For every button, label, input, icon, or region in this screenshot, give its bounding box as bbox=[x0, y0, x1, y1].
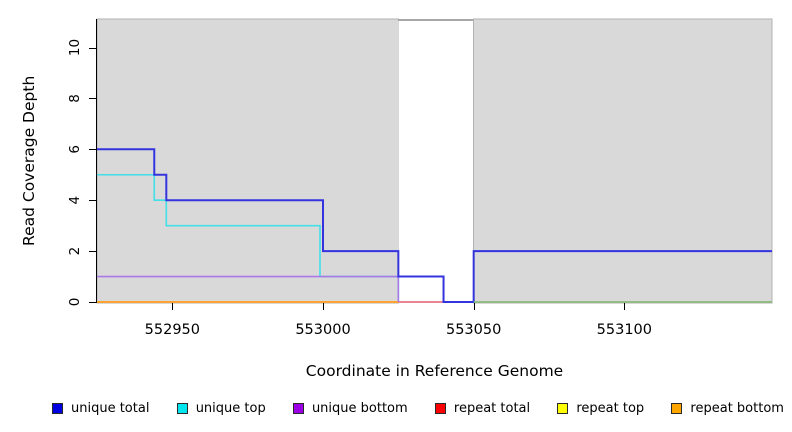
legend-label: unique top bbox=[195, 400, 266, 416]
x-tick-label: 553050 bbox=[446, 322, 501, 338]
legend-swatch-repeat-bottom bbox=[671, 402, 683, 414]
x-axis-title: Coordinate in Reference Genome bbox=[305, 362, 564, 380]
legend-item-repeat-top: repeat top bbox=[557, 401, 644, 416]
legend-item-unique-top: unique top bbox=[176, 400, 266, 416]
y-tick-label: 10 bbox=[67, 39, 83, 56]
x-tick-label: 552950 bbox=[145, 322, 200, 338]
y-tick-label: 2 bbox=[67, 247, 83, 256]
y-tick-label: 8 bbox=[67, 94, 83, 103]
legend-swatch-unique-top bbox=[176, 402, 188, 414]
legend: unique total unique top unique bottom repea… bbox=[52, 397, 784, 419]
legend-item-repeat-bottom: repeat bottom bbox=[671, 401, 784, 416]
legend-label: repeat top bbox=[576, 400, 645, 416]
gap-region bbox=[398, 19, 474, 303]
x-tick-label: 553000 bbox=[295, 322, 350, 338]
y-tick-label: 6 bbox=[67, 145, 83, 154]
legend-swatch-repeat-top bbox=[557, 402, 569, 414]
x-tick-label: 553100 bbox=[597, 322, 652, 338]
series-line-unique-total bbox=[97, 148, 772, 303]
legend-item-repeat-total: repeat total bbox=[434, 400, 531, 416]
legend-label: repeat bottom bbox=[690, 400, 784, 416]
legend-swatch-repeat-total bbox=[434, 402, 446, 414]
legend-item-unique-total: unique total bbox=[52, 401, 149, 416]
legend-swatch-unique-bottom bbox=[292, 402, 304, 414]
legend-label: unique total bbox=[71, 400, 150, 416]
y-tick-label: 0 bbox=[67, 298, 83, 307]
y-axis-title: Read Coverage Depth bbox=[20, 75, 38, 247]
legend-swatch-unique-total bbox=[52, 402, 63, 414]
legend-label: unique bottom bbox=[311, 400, 408, 416]
y-tick-label: 4 bbox=[67, 196, 83, 205]
legend-label: repeat total bbox=[453, 400, 531, 416]
shaded-region-left bbox=[96, 18, 399, 304]
legend-item-unique-bottom: unique bottom bbox=[292, 400, 408, 416]
shaded-region-right bbox=[473, 18, 773, 304]
